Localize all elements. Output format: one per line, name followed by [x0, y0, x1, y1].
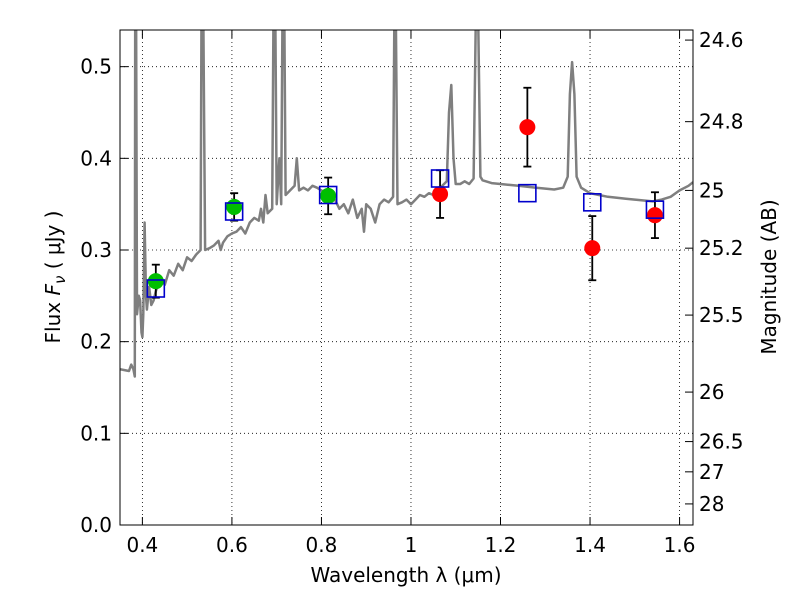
y-tick-label: 0.1	[80, 421, 112, 445]
error-bars	[151, 86, 659, 299]
y2-axis-title: Magnitude (AB)	[757, 199, 781, 354]
red-data-point	[646, 207, 663, 224]
x-tick-label: 1.2	[485, 533, 517, 557]
y2-tick-label: 27	[699, 460, 724, 484]
y2-tick-label: 24.8	[699, 110, 744, 134]
model-box	[430, 169, 450, 188]
red-data-point	[519, 119, 536, 136]
y2-tick-label: 24.6	[699, 28, 744, 52]
red-data-point	[432, 186, 449, 203]
plot-area	[120, 30, 693, 378]
y-axis-title-var: F	[41, 284, 65, 296]
x-axis-title: Wavelength λ (μm)	[310, 563, 501, 587]
y-axis-title-sub: ν	[51, 276, 69, 284]
green-data-point	[147, 273, 164, 290]
x-tick-label: 1.6	[664, 533, 696, 557]
green-data-point	[320, 187, 337, 204]
y2-tick-label: 25.2	[699, 236, 744, 260]
y2-tick-label: 26.5	[699, 430, 744, 454]
y-axis-title-prefix: Flux	[41, 296, 65, 344]
y2-tick-label: 25.5	[699, 303, 744, 327]
y2-tick-label: 26	[699, 380, 724, 404]
y2-tick-label: 28	[699, 492, 724, 516]
y-tick-label: 0.0	[80, 513, 112, 537]
x-tick-label: 1.4	[574, 533, 606, 557]
y-tick-label: 0.5	[80, 55, 112, 79]
y2-tick-labels: 24.6 24.8 25 25.2 25.5 26 26.5 27 28	[699, 28, 744, 516]
y2-tick-label: 25	[699, 178, 724, 202]
model-box	[518, 183, 537, 203]
y-tick-label: 0.4	[80, 146, 112, 170]
plot-frame	[119, 29, 694, 526]
y-axis-title: Flux Fν ( μJy )	[41, 211, 69, 344]
x-tick-labels: 0.4 0.6 0.8 1 1.2 1.4 1.6	[126, 533, 695, 557]
data-points	[147, 119, 663, 290]
spectrum-line	[120, 30, 693, 378]
green-data-point	[226, 198, 243, 215]
y-axis-title-suffix: ( μJy )	[41, 211, 65, 276]
model-box	[318, 185, 338, 205]
model-box	[645, 200, 665, 219]
red-data-point	[584, 240, 601, 257]
y-tick-label: 0.3	[80, 238, 112, 262]
model-box	[224, 202, 244, 221]
x-tick-label: 1	[405, 533, 418, 557]
axis-ticks	[120, 30, 693, 526]
y-tick-labels: 0.0 0.1 0.2 0.3 0.4 0.5	[80, 55, 112, 537]
model-boxes	[146, 169, 665, 298]
model-box	[146, 279, 166, 298]
model-box	[582, 193, 602, 212]
x-tick-label: 0.4	[126, 533, 158, 557]
y-tick-label: 0.2	[80, 330, 112, 354]
x-tick-label: 0.6	[216, 533, 248, 557]
x-tick-label: 0.8	[306, 533, 338, 557]
grid-lines	[120, 30, 693, 525]
